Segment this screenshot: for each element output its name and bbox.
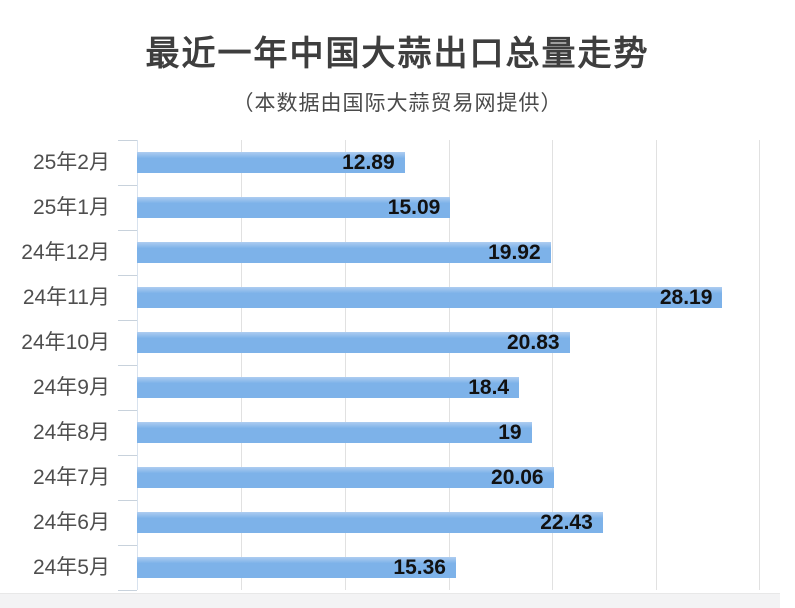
gridline-10	[344, 140, 346, 590]
value-label: 20.83	[507, 330, 560, 354]
category-label: 24年12月	[21, 241, 110, 264]
bar-row: 15.09	[137, 185, 760, 230]
category-label: 24年11月	[22, 286, 110, 309]
value-label: 19.92	[488, 240, 541, 264]
bar-row: 22.43	[137, 500, 760, 545]
value-label: 22.43	[540, 510, 593, 534]
category-axis: 25年2月 25年1月 24年12月 24年11月 24年10月 24年9月 24年8月 24…	[0, 140, 110, 590]
category-label: 24年8月	[32, 421, 110, 444]
axis-tick	[118, 500, 137, 501]
bar-24年7月: 20.06	[137, 465, 554, 489]
bar-row: 12.89	[137, 140, 760, 185]
value-label: 19	[498, 420, 522, 444]
axis-tick	[118, 365, 137, 366]
bar-row: 20.83	[137, 320, 760, 365]
gridline-30	[759, 140, 760, 590]
bar-24年5月: 15.36	[137, 555, 456, 579]
chart-title: 最近一年中国大蒜出口总量走势	[145, 35, 650, 73]
value-label: 28.19	[659, 285, 713, 309]
bar-25年2月: 12.89	[137, 150, 405, 174]
category-label: 25年2月	[32, 151, 110, 174]
value-label: 15.09	[387, 195, 441, 219]
chart-subtitle: （本数据由国际大蒜贸易网提供）	[232, 92, 563, 115]
bar-row: 18.4	[137, 365, 760, 410]
axis-tick	[118, 275, 137, 276]
footer-strip	[0, 593, 780, 608]
bar-24年8月: 19	[137, 420, 532, 444]
category-label: 25年1月	[32, 196, 110, 219]
value-label: 20.06	[491, 465, 544, 489]
bar-row: 19	[137, 410, 760, 455]
axis-tick	[118, 185, 137, 186]
bar-row: 20.06	[137, 455, 760, 500]
category-label: 24年7月	[32, 466, 110, 489]
axis-tick	[118, 545, 137, 546]
bar-25年1月: 15.09	[137, 195, 451, 219]
gridline-25	[656, 140, 658, 590]
bar-row: 15.36	[137, 545, 760, 590]
value-label: 18.4	[468, 375, 510, 399]
bar-24年9月: 18.4	[137, 375, 520, 399]
plot-area: 12.89 15.09 19.92 28.19 20.83 18.4 19 20.06 22.4…	[118, 140, 760, 591]
bar-row: 28.19	[137, 275, 760, 320]
category-label: 24年9月	[32, 376, 110, 399]
y-axis-line	[137, 140, 138, 590]
bar-24年11月: 28.19	[137, 285, 723, 309]
gridline-20	[552, 140, 554, 590]
axis-tick	[118, 410, 137, 411]
axis-tick	[118, 320, 137, 321]
axis-tick	[118, 230, 137, 231]
category-label: 24年6月	[32, 511, 110, 534]
gridline-5	[240, 140, 242, 590]
gridline-15	[448, 140, 450, 590]
axis-tick	[118, 140, 137, 141]
category-label: 24年10月	[21, 331, 110, 354]
value-label: 12.89	[342, 150, 395, 174]
axis-tick	[118, 455, 137, 456]
category-label: 24年5月	[32, 556, 110, 579]
value-label: 15.36	[393, 555, 446, 579]
axis-tick	[118, 590, 137, 591]
bar-24年12月: 19.92	[137, 240, 551, 264]
bars-layer: 12.89 15.09 19.92 28.19 20.83 18.4 19 20.06 22.4…	[137, 140, 760, 590]
bar-24年10月: 20.83	[137, 330, 570, 354]
bar-row: 19.92	[137, 230, 760, 275]
bar-24年6月: 22.43	[137, 510, 603, 534]
